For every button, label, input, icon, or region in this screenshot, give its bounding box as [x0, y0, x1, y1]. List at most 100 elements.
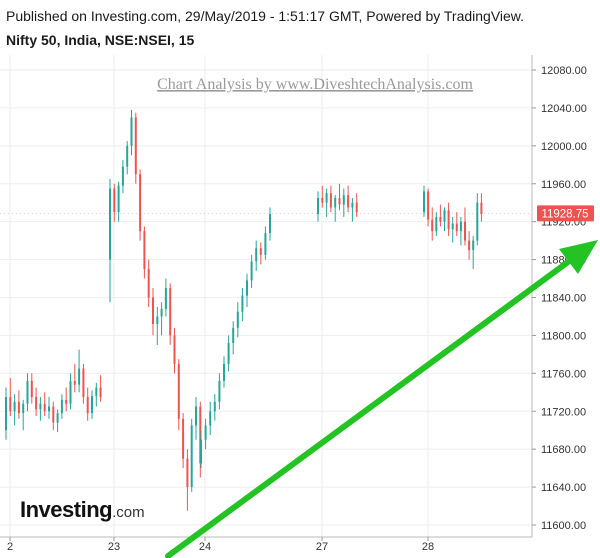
candle-body: [200, 439, 202, 464]
candle: [147, 259, 150, 307]
candle: [30, 373, 33, 404]
candle-body: [86, 397, 89, 414]
candle-body: [455, 223, 458, 232]
candle: [169, 283, 172, 345]
candle: [113, 183, 116, 222]
candle: [431, 207, 434, 241]
trend-arrow-head: [559, 240, 598, 274]
candle: [39, 397, 42, 421]
candle: [464, 207, 466, 246]
candle-body: [435, 216, 438, 232]
candle-body: [177, 363, 180, 419]
candle: [143, 226, 146, 279]
candle: [9, 378, 12, 416]
candle-body: [342, 195, 345, 205]
candle: [86, 387, 89, 421]
watermark-text: Chart Analysis by www.DiveshtechAnalysis…: [157, 76, 473, 93]
candle: [177, 359, 180, 431]
candle: [95, 382, 98, 407]
candle-body: [182, 418, 185, 459]
candle: [218, 373, 221, 410]
candle-body: [259, 248, 262, 255]
candle: [351, 197, 354, 222]
candle: [126, 141, 129, 175]
candle-body: [329, 193, 332, 208]
candle: [223, 356, 225, 388]
candle-body: [99, 387, 102, 398]
candle: [269, 207, 271, 241]
candle-body: [60, 399, 63, 414]
candle: [264, 226, 267, 260]
candle-body: [65, 399, 68, 404]
candle: [334, 195, 337, 222]
candle: [472, 235, 475, 270]
last-price-label: 11928.75: [541, 208, 588, 220]
candle-body: [476, 202, 479, 241]
candle-body: [472, 240, 475, 251]
candle: [5, 387, 7, 440]
candle-body: [443, 210, 446, 222]
candle: [317, 191, 319, 222]
candle-body: [26, 380, 29, 404]
candle-body: [459, 221, 462, 232]
candle-body: [325, 193, 328, 203]
candle-body: [227, 343, 230, 364]
candle-body: [351, 202, 354, 208]
candle-body: [423, 191, 425, 213]
candle: [355, 193, 358, 217]
candle: [439, 204, 442, 227]
candle-body: [439, 216, 442, 222]
candle: [227, 335, 230, 372]
candle: [468, 231, 471, 260]
candle-body: [17, 401, 20, 414]
candle: [347, 185, 350, 213]
symbol-title: Nifty 50, India, NSE:NSEI, 15: [6, 32, 195, 48]
y-tick-label: 11680.00: [541, 444, 586, 456]
candle: [213, 394, 216, 421]
y-tick-label: 11800.00: [541, 330, 586, 342]
candle: [99, 375, 102, 402]
candle-body: [236, 311, 239, 328]
candle: [156, 306, 159, 345]
trend-arrow-shaft: [165, 259, 571, 558]
candle-body: [204, 425, 207, 440]
candle-body: [35, 397, 38, 410]
x-tick-label: 2: [7, 541, 13, 553]
candle: [342, 188, 345, 217]
candle: [130, 109, 133, 156]
candle-body: [451, 223, 454, 230]
candle: [17, 390, 20, 419]
candle-body: [13, 401, 16, 412]
candle-body: [73, 380, 76, 385]
candle-body: [78, 368, 81, 385]
candle: [173, 327, 176, 374]
candle-body: [447, 210, 450, 230]
candle-body: [69, 380, 72, 404]
candle-body: [143, 231, 146, 270]
candle: [13, 394, 16, 426]
candle-body: [109, 188, 111, 260]
candle: [459, 216, 462, 246]
investing-logo: Investing.com: [20, 497, 145, 523]
candle: [329, 185, 332, 213]
candle-body: [347, 195, 350, 208]
logo-suffix: .com: [112, 504, 145, 521]
candle: [78, 349, 81, 393]
candle-body: [255, 248, 258, 262]
candle: [246, 273, 248, 307]
candle: [451, 216, 454, 243]
candle-body: [480, 202, 483, 215]
x-tick-label: 27: [316, 541, 328, 553]
candle: [255, 240, 258, 271]
candle-body: [199, 406, 202, 464]
candle: [164, 278, 167, 317]
candle: [26, 373, 29, 412]
candle-body: [427, 191, 430, 220]
candle-body: [264, 233, 267, 255]
candle-body: [39, 403, 42, 410]
candle-body: [91, 396, 93, 414]
candle: [204, 418, 207, 450]
candle: [427, 188, 430, 227]
y-tick-label: 11640.00: [541, 482, 586, 494]
candle-body: [134, 117, 137, 175]
